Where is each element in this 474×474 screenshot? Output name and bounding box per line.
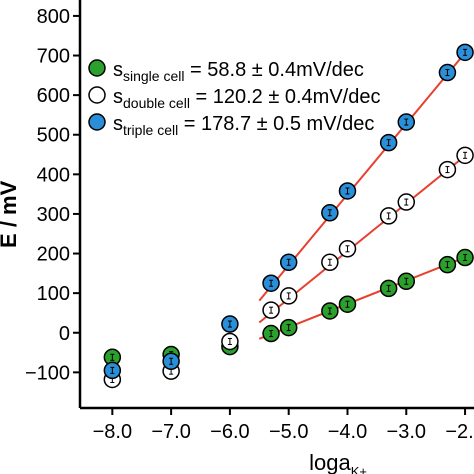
y-tick-label: 400 (37, 164, 70, 186)
x-tick-label: −2.0 (445, 421, 474, 443)
y-tick-label: 100 (37, 283, 70, 305)
y-tick-label: 0 (59, 323, 70, 345)
data-points (103, 43, 474, 389)
legend-label-series-2: striple cell = 178.7 ± 0.5 mV/dec (113, 113, 374, 138)
legend-marker-series-1 (88, 86, 106, 104)
x-tick-label: −7.0 (151, 421, 190, 443)
y-tick-label: 300 (37, 204, 70, 226)
legend-marker-series-2 (88, 113, 106, 131)
x-tick-label: −6.0 (210, 421, 249, 443)
x-axis-label: logaK+ (309, 450, 367, 474)
y-tick-label: 200 (37, 244, 70, 266)
y-tick-label: 500 (37, 125, 70, 147)
y-tick-label: −100 (25, 362, 70, 384)
x-tick-label: −4.0 (328, 421, 367, 443)
x-tick-label: −8.0 (93, 421, 132, 443)
axes: −100 0 100 200 300 400 500 600 700 800 −8.0 −7.0 −6.… (25, 0, 474, 443)
legend-marker-series-0 (88, 59, 106, 77)
y-tick-label: 600 (37, 85, 70, 107)
y-axis-label: E / mV (0, 180, 21, 248)
y-tick-label: 800 (37, 6, 70, 28)
legend-label-series-1: sdouble cell = 120.2 ± 0.4mV/dec (113, 86, 380, 111)
x-tick-label: −5.0 (269, 421, 308, 443)
y-tick-label: 700 (37, 46, 70, 68)
legend-label-series-0: ssingle cell = 58.8 ± 0.4mV/dec (113, 59, 364, 84)
x-tick-label: −3.0 (387, 421, 426, 443)
x-axis-label-sub: K+ (351, 464, 367, 474)
x-axis-label-main: loga (309, 450, 351, 474)
